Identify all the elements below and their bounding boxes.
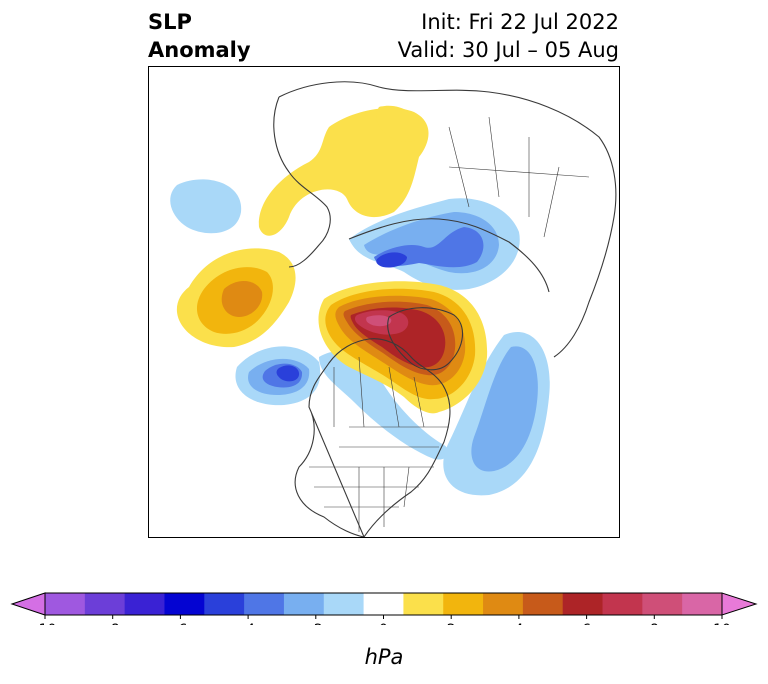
title-left: SLP Anomaly [148, 8, 251, 64]
europe-high-outer [258, 107, 429, 236]
siberia-low-center [376, 252, 407, 268]
siberia-coast [348, 218, 550, 293]
colorbar-tick-label: -10 [34, 622, 57, 625]
colorbar-segment [642, 593, 683, 615]
colorbar-tick-label: -6 [173, 622, 187, 625]
colorbar-tick-label: -4 [241, 622, 255, 625]
greenland-coast [387, 307, 463, 371]
atlantic-low-core [471, 346, 538, 472]
colorbar-segment [283, 593, 325, 615]
anomaly-map [170, 81, 617, 537]
valid-range: Valid: 30 Jul – 05 Aug [397, 38, 619, 62]
colorbar-segment [602, 593, 643, 615]
colorbar-segments [10, 592, 758, 616]
colorbar-unit-label: hPa [364, 645, 404, 669]
colorbar-ticks: -10 -8 -6 -4 -2 0 2 4 6 8 10 [34, 615, 731, 625]
colorbar-segment [124, 593, 165, 615]
colorbar-tick-label: 6 [582, 622, 591, 625]
ne-pacific-low-center [276, 365, 300, 382]
colorbar-segment [363, 593, 404, 615]
bering-high-core [221, 281, 263, 317]
colorbar-tick-label: 8 [650, 622, 659, 625]
canada-province-lines [333, 356, 425, 428]
colorbar-extend-low [10, 592, 46, 616]
europe-coast [273, 96, 331, 268]
colorbar-tick-label: 2 [447, 622, 456, 625]
colorbar-tick-label: -8 [106, 622, 120, 625]
map-panel [148, 66, 620, 538]
title-anomaly: Anomaly [148, 38, 251, 62]
colorbar-segment [244, 593, 285, 615]
init-date: Init: Fri 22 Jul 2022 [421, 10, 619, 34]
colorbar-segment [522, 593, 564, 615]
colorbar-segment [45, 593, 86, 615]
colorbar-segment [483, 593, 524, 615]
colorbar-tick-label: -2 [309, 622, 323, 625]
colorbar-tick-label: 0 [379, 622, 388, 625]
europe-high-core [376, 105, 424, 142]
canada-low-band [319, 351, 449, 460]
russia-region-lines [448, 116, 590, 238]
colorbar-segment [443, 593, 484, 615]
colorbar-tick-label: 10 [713, 622, 731, 625]
colorbar-segment [84, 593, 126, 615]
arctic-high-l7 [366, 315, 392, 327]
colorbar-segment [323, 593, 365, 615]
colorbar-segment [403, 593, 444, 615]
colorbar-segment [562, 593, 604, 615]
title-right: Init: Fri 22 Jul 2022 Valid: 30 Jul – 05… [398, 8, 619, 64]
colorbar-tick-label: 4 [514, 622, 523, 625]
pacific-low-outer [170, 179, 242, 234]
title-slp: SLP [148, 10, 192, 34]
anomaly-fills [170, 105, 550, 496]
eurasia-coast [278, 81, 617, 358]
colorbar: -10 -8 -6 -4 -2 0 2 4 6 8 10 [10, 592, 758, 625]
north-america-coast [294, 338, 451, 537]
coastlines [273, 81, 617, 537]
colorbar-segment [164, 593, 205, 615]
colorbar-extend-high [721, 592, 758, 616]
colorbar-segment [204, 593, 245, 615]
colorbar-segment [682, 593, 723, 615]
